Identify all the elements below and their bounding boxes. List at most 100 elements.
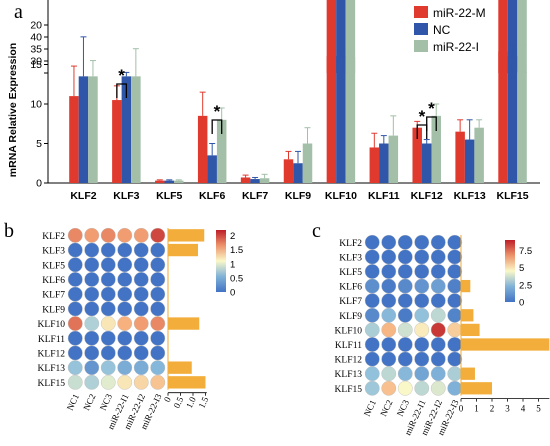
- bar-tick-label: 0: [162, 395, 173, 404]
- x-tick-label: KLF3: [113, 190, 139, 202]
- bar-miR-22-I-KLF5: [174, 180, 184, 183]
- heatmap-cell-KLF10-NC3: [397, 322, 413, 338]
- heatmap-cell-KLF5-NC1: [67, 257, 83, 273]
- colorbar-tick-label: 0: [230, 288, 235, 299]
- heatmap-cell-KLF13-NC1: [364, 366, 380, 382]
- heatmap-cell-KLF2-NC2: [84, 227, 100, 243]
- heatmap-cell-KLF2-miR-22-I1: [414, 234, 430, 250]
- x-tick-label: KLF15: [496, 190, 528, 202]
- row-label: KLF7: [339, 297, 362, 307]
- significance-bracket: [211, 119, 223, 134]
- column-label: NC1: [65, 392, 81, 412]
- bar-NC-KLF2: [78, 76, 89, 183]
- heatmap-cell-KLF11-NC3: [100, 330, 116, 346]
- panel-label-c: c: [312, 220, 321, 242]
- heatmap-cell-KLF3-miR-22-I3: [447, 249, 463, 265]
- heatmap-cell-KLF6-NC1: [364, 278, 380, 294]
- bar-upper-NC-KLF15: [507, 56, 518, 73]
- significance-star: *: [428, 99, 435, 118]
- heatmap-cell-KLF5-NC1: [364, 264, 380, 279]
- heatmap-cell-KLF6-NC1: [67, 272, 83, 287]
- heatmap-cell-KLF7-NC3: [397, 293, 413, 309]
- heatmap-cell-KLF13-NC3: [397, 366, 413, 382]
- heatmap-cell-KLF3-NC1: [67, 242, 83, 258]
- heatmap-cell-KLF7-miR-22-I1: [414, 293, 430, 309]
- heatmap-cell-KLF5-miR-22-I2: [133, 257, 149, 273]
- bar-tick-label: 3: [505, 404, 510, 414]
- heatmap-cell-KLF12-miR-22-I1: [117, 345, 133, 361]
- side-bar-KLF6: [461, 279, 471, 293]
- row-label: KLF6: [42, 276, 65, 286]
- heatmap-cell-KLF3-miR-22-I2: [133, 242, 149, 258]
- row-label: KLF5: [42, 261, 65, 271]
- legend-swatch-miR-22-M: [414, 6, 428, 18]
- side-bar-KLF11: [461, 338, 550, 351]
- row-label: KLF10: [38, 320, 66, 330]
- column-label: NC3: [98, 392, 114, 412]
- heatmap-cell-KLF10-NC2: [84, 316, 100, 331]
- bar-upper-miR-22-I-KLF15: [517, 71, 527, 73]
- heatmap-cell-KLF13-miR-22-I1: [117, 360, 133, 376]
- heatmap-cell-KLF9-NC1: [67, 301, 83, 317]
- heatmap-cell-KLF15-miR-22-I2: [430, 380, 446, 396]
- heatmap-cell-KLF15-NC2: [84, 374, 100, 390]
- side-bar-KLF10: [461, 323, 480, 337]
- significance-star: *: [118, 66, 125, 85]
- heatmap-cell-KLF3-miR-22-I2: [430, 249, 446, 265]
- heatmap-cell-KLF7-NC1: [364, 293, 380, 309]
- heatmap-cell-KLF7-NC2: [381, 293, 397, 309]
- heatmap-cell-KLF5-NC2: [84, 257, 100, 273]
- heatmap-cell-KLF2-NC3: [397, 234, 413, 250]
- bar-miR-22-M-KLF7: [240, 177, 251, 183]
- bar-miR-22-M-KLF3: [112, 100, 122, 183]
- heatmap-cell-KLF15-NC2: [381, 380, 397, 396]
- bar-lower-miR-22-M-KLF15: [498, 0, 508, 183]
- significance-bracket: [416, 124, 428, 139]
- bar-miR-22-M-KLF13: [455, 131, 465, 183]
- y-axis-label: mRNA Relative Expression: [7, 43, 19, 177]
- row-label: KLF9: [42, 305, 65, 315]
- heatmap-cell-KLF11-miR-22-I1: [414, 337, 430, 352]
- heatmap-cell-KLF15-NC1: [67, 374, 83, 390]
- heatmap-cell-KLF12-NC3: [100, 345, 116, 361]
- x-tick-label: KLF9: [285, 190, 311, 202]
- y-tick-label: 20: [30, 20, 42, 32]
- heatmap-cell-KLF2-miR-22-I3: [150, 227, 166, 243]
- x-tick-label: KLF11: [368, 190, 400, 202]
- legend-swatch-NC: [414, 23, 428, 35]
- heatmap-cell-KLF7-NC1: [67, 286, 83, 302]
- colorbar: [505, 240, 515, 302]
- heatmap-cell-KLF9-miR-22-I2: [430, 307, 446, 323]
- x-tick-label: KLF12: [411, 190, 443, 202]
- side-bar-KLF13: [168, 361, 192, 374]
- row-label: KLF2: [42, 232, 65, 242]
- heatmap-cell-KLF5-miR-22-I2: [430, 264, 446, 279]
- heatmap-cell-KLF12-miR-22-I3: [447, 351, 463, 367]
- heatmap-cell-KLF15-NC3: [397, 380, 413, 396]
- bar-tick-label: 1.5: [196, 395, 210, 410]
- legend-label: miR-22-M: [433, 6, 486, 20]
- bar-miR-22-M-KLF12: [412, 127, 422, 183]
- column-label: NC3: [395, 398, 411, 418]
- heatmap-cell-KLF10-miR-22-I3: [447, 322, 463, 338]
- column-label: NC1: [362, 398, 378, 418]
- heatmap-cell-KLF15-miR-22-I1: [414, 380, 430, 396]
- heatmap-cell-KLF2-miR-22-I1: [117, 227, 133, 243]
- heatmap-cell-KLF13-miR-22-I2: [430, 366, 446, 382]
- bar-lower-miR-22-M-KLF10: [326, 0, 337, 183]
- bar-NC-KLF9: [293, 163, 303, 183]
- y-tick-label: 0: [36, 178, 42, 190]
- side-bar-KLF15: [461, 382, 492, 395]
- heatmap-cell-KLF10-NC1: [364, 322, 380, 338]
- bar-miR-22-I-KLF13: [474, 127, 484, 183]
- heatmap-cell-KLF5-NC2: [381, 264, 397, 279]
- heatmap-cell-KLF7-miR-22-I3: [150, 286, 166, 302]
- heatmap-cell-KLF3-NC3: [397, 249, 413, 265]
- heatmap-cell-KLF3-miR-22-I3: [150, 242, 166, 258]
- bar-NC-KLF13: [464, 139, 475, 183]
- bar-tick-label: 1.0: [184, 395, 198, 410]
- x-tick-label: KLF10: [325, 190, 357, 202]
- bar-upper-NC-KLF10: [336, 56, 346, 73]
- heatmap-cell-KLF9-miR-22-I2: [133, 301, 149, 317]
